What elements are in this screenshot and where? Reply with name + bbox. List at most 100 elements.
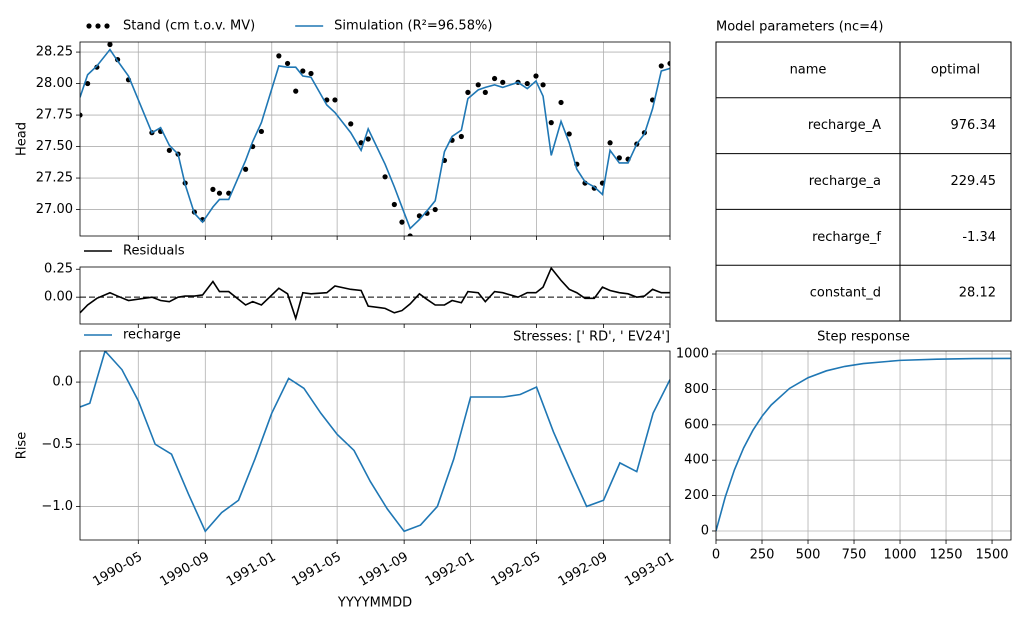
- panel-title: Step response: [817, 330, 910, 345]
- y-tick-label: 27.25: [36, 171, 73, 186]
- legend-label: Simulation (R²=96.58%): [334, 19, 492, 34]
- series-line: [80, 351, 670, 533]
- observation: [616, 155, 622, 161]
- observation: [500, 79, 506, 85]
- observation: [607, 140, 613, 146]
- y-tick-label: −1.0: [41, 499, 73, 514]
- table-title: Model parameters (nc=4): [716, 20, 883, 35]
- table-frame: [715, 41, 1012, 322]
- observation: [276, 53, 282, 59]
- y-tick-label: 0.25: [44, 262, 73, 277]
- x-tick-label: 750: [842, 548, 867, 563]
- table-cell: 976.34: [951, 118, 997, 133]
- axes-frame: [79, 266, 671, 325]
- x-tick-label: 1250: [929, 548, 962, 563]
- panel: 0 200 400 600 800 1000 0 250 500 750 1000 1250 1500 S…: [676, 330, 1012, 563]
- column-header: name: [790, 62, 827, 77]
- y-tick-label: −0.5: [41, 437, 73, 452]
- y-tick-label: 0.0: [52, 375, 73, 390]
- y-tick-label: 27.00: [36, 202, 73, 217]
- axes-frame: [715, 350, 1012, 541]
- observation: [548, 120, 554, 126]
- observation: [293, 88, 299, 94]
- observation: [300, 68, 306, 74]
- y-axis-label: Head: [15, 122, 30, 156]
- column-header: optimal: [931, 62, 980, 77]
- observation: [399, 219, 405, 225]
- observation: [210, 186, 216, 192]
- observation: [107, 42, 113, 48]
- x-tick-label: 500: [796, 548, 821, 563]
- y-tick-label: 0: [701, 523, 709, 538]
- observation: [348, 121, 354, 127]
- observation: [365, 136, 371, 142]
- observation: [667, 60, 670, 67]
- y-tick-label: 27.75: [36, 108, 73, 123]
- table-cell: -1.34: [962, 230, 996, 245]
- y-tick-label: 1000: [676, 347, 709, 362]
- y-tick-label: 600: [684, 417, 709, 432]
- observation: [482, 89, 488, 95]
- x-tick-label: 0: [712, 548, 720, 563]
- table-cell: recharge_f: [812, 230, 881, 245]
- observation: [308, 70, 314, 77]
- observation: [491, 75, 498, 82]
- observation: [284, 60, 291, 67]
- panel: 27.00 27.25 27.50 27.75 28.00 28.25 Stand (cm …: [15, 19, 671, 240]
- legend-label: Residuals: [123, 244, 185, 259]
- parameter-table: Model parameters (nc=4) name optimal rechar…: [715, 20, 1012, 322]
- table-cell: recharge_a: [809, 174, 881, 189]
- legend-label: recharge: [123, 328, 181, 343]
- panel: 0.00 0.25 Residuals: [44, 244, 671, 328]
- x-tick-label: 250: [750, 548, 775, 563]
- annotation: Stresses: [' RD', ' EV24']: [513, 330, 670, 345]
- observation: [407, 233, 413, 236]
- y-tick-label: 0.00: [44, 290, 73, 305]
- observation: [566, 131, 572, 137]
- observation: [391, 201, 397, 208]
- observation: [80, 112, 83, 118]
- observation: [166, 147, 172, 153]
- observation: [533, 73, 539, 79]
- table-cell: 229.45: [951, 174, 997, 189]
- legend-marker: [86, 23, 92, 29]
- x-axis-label: YYYYMMDD: [337, 596, 412, 611]
- observation: [524, 80, 530, 87]
- observation: [382, 174, 388, 180]
- x-tick-label: 1000: [883, 548, 916, 563]
- observation: [458, 133, 464, 140]
- table-cell: recharge_A: [808, 118, 881, 133]
- y-axis-label: Rise: [15, 432, 30, 459]
- legend-marker: [104, 23, 110, 29]
- y-tick-label: 200: [684, 488, 709, 503]
- observation: [216, 190, 223, 196]
- observation: [94, 64, 100, 70]
- observation: [475, 82, 481, 88]
- axes-frame: [79, 41, 671, 237]
- series-line: [80, 267, 670, 322]
- observation: [243, 166, 249, 172]
- axes-frame: [79, 350, 671, 541]
- observation: [332, 97, 338, 103]
- observation: [465, 89, 471, 95]
- legend-label: Stand (cm t.o.v. MV): [123, 19, 255, 34]
- y-tick-label: 400: [684, 453, 709, 468]
- y-tick-label: 28.25: [36, 45, 73, 60]
- x-tick-label: 1500: [975, 548, 1008, 563]
- y-tick-label: 28.00: [36, 76, 73, 91]
- observation: [432, 206, 438, 213]
- observation: [85, 80, 91, 87]
- table-cell: 28.12: [959, 286, 996, 301]
- observation: [658, 63, 664, 69]
- observation: [558, 99, 564, 106]
- table-cell: constant_d: [810, 286, 881, 301]
- observation: [540, 82, 546, 88]
- observation: [258, 128, 265, 135]
- legend-marker: [95, 23, 101, 29]
- series-line: [716, 357, 1011, 532]
- y-tick-label: 27.50: [36, 139, 73, 154]
- y-tick-label: 800: [684, 382, 709, 397]
- series-line: [80, 48, 670, 230]
